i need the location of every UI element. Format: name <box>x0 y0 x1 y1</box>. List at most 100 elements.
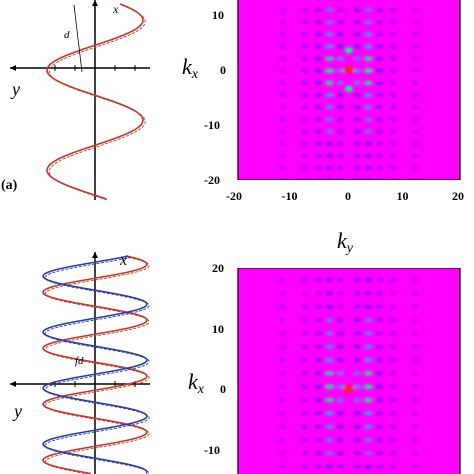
heatmap-spot <box>315 291 322 296</box>
heatmap-spot <box>363 371 373 376</box>
heatmap-spot <box>390 93 397 97</box>
heatmap-spot <box>412 129 419 133</box>
heatmap-spot <box>324 397 335 403</box>
helix-strand <box>42 255 148 474</box>
heatmap-spot <box>364 411 373 416</box>
heatmap-spot <box>325 357 334 363</box>
heatmap-spot <box>363 68 374 74</box>
heatmap-spot <box>390 385 397 389</box>
heatmap-spot <box>279 93 286 97</box>
heatmap-a-xlabel-main: k <box>337 228 347 253</box>
heatmap-spot <box>325 344 334 349</box>
heatmap-spot <box>314 344 323 349</box>
heatmap-spot <box>353 344 362 349</box>
heatmap-spot <box>353 129 361 134</box>
heatmap-spot <box>364 464 373 469</box>
heatmap-spot <box>301 425 308 429</box>
helix-a-svg <box>10 0 150 200</box>
heatmap-spot <box>314 56 323 61</box>
heatmap-spot <box>375 32 384 37</box>
heatmap-spot <box>325 20 334 25</box>
heatmap-spot <box>336 398 345 403</box>
heatmap-a-xlabel-sub: y <box>346 241 353 256</box>
heatmap-spot <box>390 465 397 469</box>
heatmap-spot <box>412 166 419 170</box>
heatmap-spot <box>336 56 345 61</box>
heatmap-spot <box>376 451 383 456</box>
heatmap-spot <box>364 166 373 170</box>
heatmap-spot <box>390 81 397 85</box>
heatmap-spot <box>279 105 286 109</box>
heatmap-spot <box>279 57 286 61</box>
heatmap-spot <box>353 464 361 469</box>
heatmap-spot <box>353 154 361 158</box>
axis-arrow-icon <box>10 65 16 71</box>
heatmap-spot <box>364 178 372 180</box>
heatmap-spot <box>279 178 286 180</box>
heatmap-spot <box>364 318 373 323</box>
heatmap-spot <box>301 438 308 442</box>
panel-label-a: (a) <box>1 178 18 193</box>
heatmap-spot <box>353 438 361 442</box>
helix-b-svg <box>10 252 150 474</box>
heatmap-spot <box>375 424 384 429</box>
heatmap-spot <box>279 371 286 375</box>
axis-arrow-icon <box>92 252 98 258</box>
heatmap-spot <box>325 129 334 134</box>
heatmap-peak <box>345 47 353 54</box>
heatmap-spot <box>364 105 373 110</box>
heatmap-spot <box>301 105 308 109</box>
heatmap-peaks <box>279 8 419 180</box>
heatmap-spot <box>279 8 286 12</box>
heatmap-spot <box>412 345 419 349</box>
heatmap-a-ylabel-main: k <box>182 54 192 79</box>
heatmap-spot <box>301 57 308 61</box>
heatmap-spot <box>412 318 419 322</box>
heatmap-spot <box>364 8 373 13</box>
heatmap-spot <box>390 57 397 61</box>
helix-b-x-label: x <box>120 252 128 269</box>
heatmap-spot <box>375 358 384 362</box>
heatmap-spot <box>364 32 373 37</box>
heatmap-spot <box>364 437 373 443</box>
heatmap-spot <box>325 117 334 122</box>
heatmap-spot <box>279 305 286 309</box>
heatmap-spot <box>279 385 286 389</box>
heatmap-spot <box>279 166 286 170</box>
heatmap-spot <box>390 278 397 282</box>
heatmap-spot <box>325 141 334 146</box>
helix-strand <box>48 4 146 200</box>
heatmap-spot <box>337 166 345 170</box>
heatmap-spot <box>412 291 419 295</box>
heatmap-spot <box>412 44 419 49</box>
heatmap-spot <box>364 331 373 336</box>
heatmap-spot <box>353 8 361 12</box>
helix-a-y-label: y <box>12 79 20 99</box>
heatmap-spot <box>363 80 373 86</box>
heatmap-spot <box>315 305 322 309</box>
heatmap-spot <box>412 32 419 36</box>
heatmap-spot <box>314 398 323 402</box>
heatmap-spot <box>375 68 384 73</box>
heatmap-spot <box>353 398 362 403</box>
helix-strand <box>44 256 150 474</box>
axis-arrow-icon <box>10 381 16 387</box>
heatmap-spot <box>301 318 308 322</box>
heatmap-spot <box>337 291 345 296</box>
heatmap-spot <box>364 451 373 456</box>
heatmap-spot <box>301 44 308 49</box>
heatmap-spot <box>353 93 362 97</box>
heatmap-spot <box>412 69 419 73</box>
heatmap-spot <box>375 20 384 25</box>
heatmap-spot <box>325 278 334 282</box>
heatmap-spot <box>353 44 362 49</box>
heatmap-spot <box>412 142 419 146</box>
heatmap-spot <box>279 291 286 295</box>
heatmap-a-xtick: -20 <box>226 189 242 203</box>
heatmap-spot <box>301 20 308 24</box>
helix-b-y-label: y <box>14 401 22 421</box>
heatmap-spot <box>337 318 345 322</box>
heatmap-spot <box>376 464 383 469</box>
heatmap-spot <box>376 166 383 170</box>
heatmap-spot <box>279 425 286 429</box>
